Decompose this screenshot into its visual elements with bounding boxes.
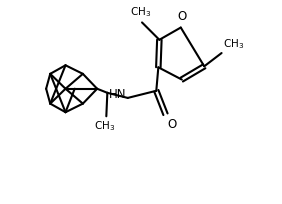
Text: CH$_3$: CH$_3$	[94, 119, 115, 133]
Text: CH$_3$: CH$_3$	[222, 37, 244, 51]
Text: HN: HN	[109, 88, 127, 101]
Text: O: O	[168, 118, 177, 131]
Text: CH$_3$: CH$_3$	[130, 6, 152, 19]
Text: O: O	[177, 10, 186, 23]
